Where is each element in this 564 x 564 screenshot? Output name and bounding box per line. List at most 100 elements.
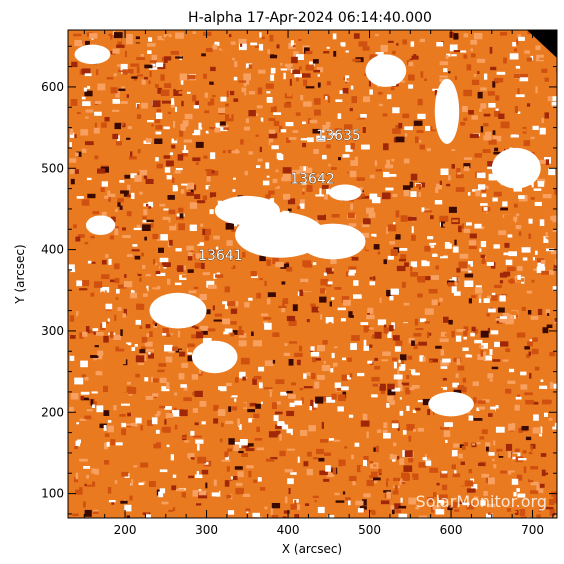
texture-cell xyxy=(69,355,75,361)
texture-cell xyxy=(508,251,517,257)
texture-cell xyxy=(205,309,211,315)
texture-cell xyxy=(126,254,133,257)
bright-patch xyxy=(328,184,362,201)
texture-cell xyxy=(528,479,534,483)
texture-cell xyxy=(551,104,557,108)
texture-cell xyxy=(528,218,533,224)
texture-cell xyxy=(492,197,498,202)
texture-cell xyxy=(439,78,446,82)
x-tick-label: 700 xyxy=(521,523,544,537)
texture-cell xyxy=(269,388,273,392)
texture-cell xyxy=(536,483,540,491)
texture-cell xyxy=(108,258,112,265)
texture-cell xyxy=(480,241,487,248)
texture-cell xyxy=(486,513,493,518)
texture-cell xyxy=(224,328,233,333)
texture-cell xyxy=(101,260,107,265)
texture-cell xyxy=(196,82,199,90)
texture-cell xyxy=(530,445,533,451)
texture-cell xyxy=(310,399,314,407)
texture-cell xyxy=(145,431,151,439)
texture-cell xyxy=(270,508,273,515)
texture-cell xyxy=(144,64,153,69)
texture-cell xyxy=(87,501,92,506)
texture-cell xyxy=(171,144,176,149)
texture-cell xyxy=(429,358,438,363)
texture-cell xyxy=(430,215,434,220)
texture-cell xyxy=(446,183,451,187)
texture-cell xyxy=(240,154,250,158)
texture-cell xyxy=(157,369,165,373)
texture-cell xyxy=(304,264,313,268)
texture-cell xyxy=(410,173,418,181)
texture-cell xyxy=(81,96,86,100)
texture-cell xyxy=(139,157,143,165)
texture-cell xyxy=(518,195,525,199)
texture-cell xyxy=(246,465,254,469)
texture-cell xyxy=(463,209,470,212)
texture-cell xyxy=(230,41,236,45)
texture-cell xyxy=(295,112,301,116)
texture-cell xyxy=(322,184,329,189)
texture-cell xyxy=(456,267,461,273)
texture-cell xyxy=(181,275,191,278)
texture-cell xyxy=(527,341,533,347)
texture-cell xyxy=(275,430,281,435)
texture-cell xyxy=(474,153,482,158)
texture-cell xyxy=(213,479,217,486)
texture-cell xyxy=(266,97,273,103)
texture-cell xyxy=(302,260,312,267)
texture-cell xyxy=(334,346,338,349)
texture-cell xyxy=(107,420,112,423)
texture-cell xyxy=(130,151,133,157)
texture-cell xyxy=(272,257,280,264)
texture-cell xyxy=(305,86,315,89)
texture-cell xyxy=(547,313,550,316)
texture-cell xyxy=(252,512,260,518)
texture-cell xyxy=(398,505,407,509)
texture-cell xyxy=(155,155,159,162)
texture-cell xyxy=(369,471,378,479)
texture-cell xyxy=(298,296,307,303)
texture-cell xyxy=(259,110,266,113)
texture-cell xyxy=(420,187,430,191)
texture-cell xyxy=(227,448,233,452)
bright-patch xyxy=(85,215,116,235)
texture-cell xyxy=(174,352,183,356)
texture-cell xyxy=(282,516,287,518)
texture-cell xyxy=(201,263,205,269)
texture-cell xyxy=(142,265,146,272)
texture-cell xyxy=(482,327,491,331)
texture-cell xyxy=(121,86,126,89)
texture-cell xyxy=(367,313,370,316)
texture-cell xyxy=(517,34,521,37)
texture-cell xyxy=(166,444,170,448)
texture-cell xyxy=(486,295,495,299)
texture-cell xyxy=(193,286,203,289)
texture-cell xyxy=(405,387,411,395)
texture-cell xyxy=(513,216,518,222)
texture-cell xyxy=(117,39,122,46)
texture-cell xyxy=(403,189,410,197)
texture-cell xyxy=(313,402,318,408)
texture-cell xyxy=(394,364,401,367)
x-tick-label: 300 xyxy=(195,523,218,537)
texture-cell xyxy=(488,413,493,417)
texture-cell xyxy=(353,197,362,200)
texture-cell xyxy=(124,69,134,74)
texture-cell xyxy=(467,192,471,196)
texture-cell xyxy=(122,227,128,231)
texture-cell xyxy=(283,352,291,356)
texture-cell xyxy=(316,209,325,216)
texture-cell xyxy=(89,421,94,428)
texture-cell xyxy=(82,101,91,106)
texture-cell xyxy=(282,424,289,430)
texture-cell xyxy=(487,327,490,334)
texture-cell xyxy=(134,39,141,43)
texture-cell xyxy=(553,264,557,269)
texture-cell xyxy=(307,337,315,342)
texture-cell xyxy=(148,206,152,209)
texture-cell xyxy=(104,290,107,297)
texture-cell xyxy=(108,129,115,136)
texture-cell xyxy=(163,208,169,211)
